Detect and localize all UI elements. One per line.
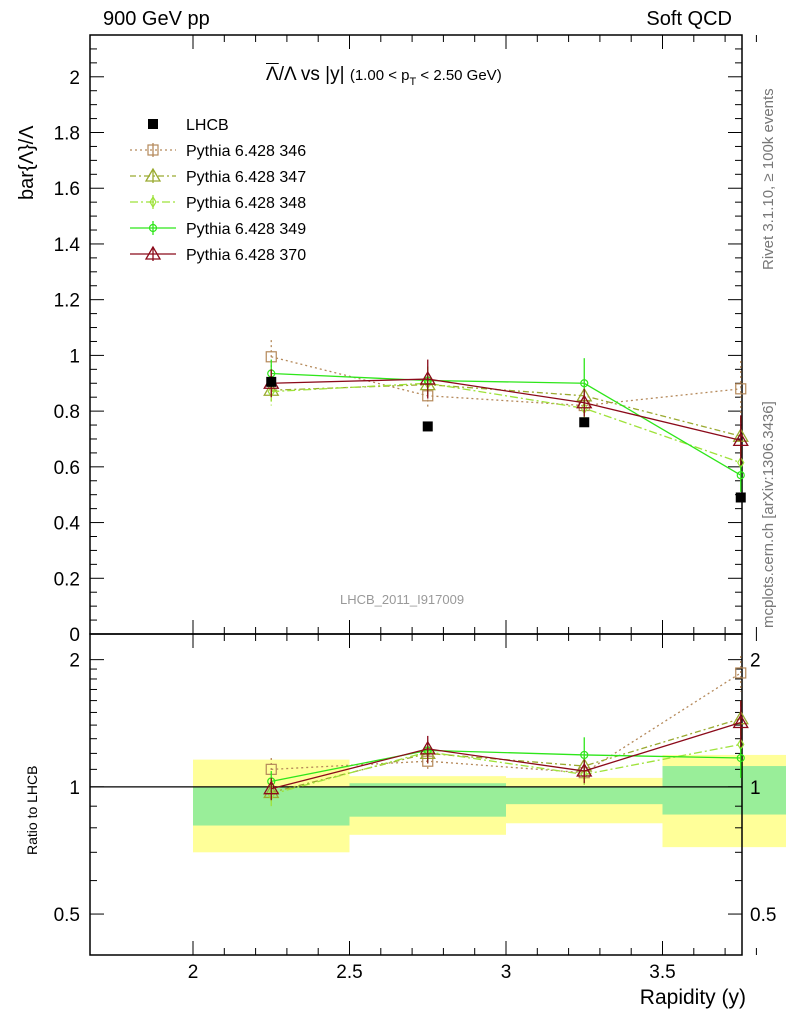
legend-label: Pythia 6.428 347: [186, 169, 306, 186]
series-5-ratio-point: [263, 780, 280, 795]
header-left: 900 GeV pp: [103, 8, 210, 30]
series-5-point: [576, 394, 593, 409]
title-range: (1.00 < p: [349, 67, 410, 84]
y-tick-label-ratio: 2: [69, 651, 80, 672]
series-5-ratio-point: [732, 714, 749, 729]
y-tick-label-ratio-right: 2: [750, 651, 761, 672]
series-4-ratio-line: [271, 749, 741, 783]
y-tick-label-main: 1.8: [54, 124, 80, 145]
ratio-panel-frame: [89, 633, 743, 956]
series-3-ratio-line: [271, 743, 741, 795]
ratio-band-inner: [349, 783, 506, 817]
y-tick-label-main: 1: [69, 346, 80, 367]
chart-title: Λ/Λ vs |y| (1.00 < pT < 2.50 GeV): [266, 64, 502, 88]
legend-marker: [144, 167, 162, 182]
lhcb-data-point: [266, 376, 277, 387]
header-right: Soft QCD: [646, 8, 732, 30]
ratio-band-inner: [662, 766, 786, 815]
title-main: /Λ vs |y|: [278, 64, 350, 85]
series-5-ratio-point: [419, 740, 436, 755]
series-4-point: [736, 471, 745, 480]
series-4-ratio-point: [580, 750, 589, 760]
x-tick-label: 3: [501, 962, 512, 983]
title-range-sub: T: [409, 75, 417, 88]
legend-marker: [149, 195, 157, 209]
ratio-band-inner: [506, 786, 663, 805]
title-lambda-bar: Λ: [266, 64, 279, 85]
y-tick-label-main: 0.2: [54, 569, 80, 590]
x-tick-label: 3.5: [649, 962, 675, 983]
y-tick-label-ratio: 0.5: [54, 905, 80, 926]
y-tick-label-main: 2: [69, 68, 80, 89]
series-5-point: [732, 432, 749, 447]
legend-marker: [148, 119, 158, 129]
legend-label: LHCB: [186, 117, 229, 134]
y-tick-label-main: 0.4: [54, 514, 81, 535]
x-axis-label: Rapidity (y): [639, 986, 746, 1009]
series-2-line: [271, 383, 741, 437]
legend-label: Pythia 6.428 346: [186, 143, 306, 160]
y-tick-label-main: 1.4: [54, 235, 81, 256]
series-5-line: [271, 378, 741, 442]
legend-marker: [147, 144, 159, 156]
y-tick-label-main: 1.2: [54, 291, 80, 312]
series-3-line: [271, 382, 741, 464]
series-4-point: [580, 379, 589, 388]
series-4-ratio-point: [736, 753, 745, 763]
lhcb-data-point: [735, 492, 746, 503]
y-tick-label-main: 0.6: [54, 458, 80, 479]
title-range-end: < 2.50 GeV): [416, 67, 502, 84]
y-tick-label-ratio-right: 1: [750, 778, 761, 799]
x-tick-label: 2.5: [336, 962, 362, 983]
series-1-point: [735, 383, 747, 395]
y-tick-label-main: 0: [69, 625, 80, 646]
lhcb-data-point: [579, 417, 590, 428]
y-tick-label-ratio-right: 0.5: [750, 905, 776, 926]
series-4-line: [271, 372, 742, 476]
legend-marker: [148, 223, 158, 233]
analysis-watermark: LHCB_2011_I917009: [340, 592, 465, 607]
y-tick-label-ratio: 1: [69, 778, 80, 799]
legend-label: Pythia 6.428 348: [186, 195, 306, 212]
legend-label: Pythia 6.428 370: [186, 247, 306, 264]
lhcb-data-point: [422, 421, 433, 432]
y-tick-label-main: 1.6: [54, 179, 80, 200]
series-5-point: [419, 370, 436, 385]
legend-label: Pythia 6.428 349: [186, 221, 306, 238]
series-5-ratio-point: [576, 762, 593, 777]
y-tick-label-main: 0.8: [54, 402, 80, 423]
x-tick-label: 2: [188, 962, 199, 983]
series-1-ratio-point: [735, 667, 747, 679]
series-5-ratio-line: [271, 721, 741, 790]
legend-marker: [144, 245, 162, 260]
series-1-line: [271, 356, 741, 407]
series-1-ratio-line: [271, 672, 742, 774]
